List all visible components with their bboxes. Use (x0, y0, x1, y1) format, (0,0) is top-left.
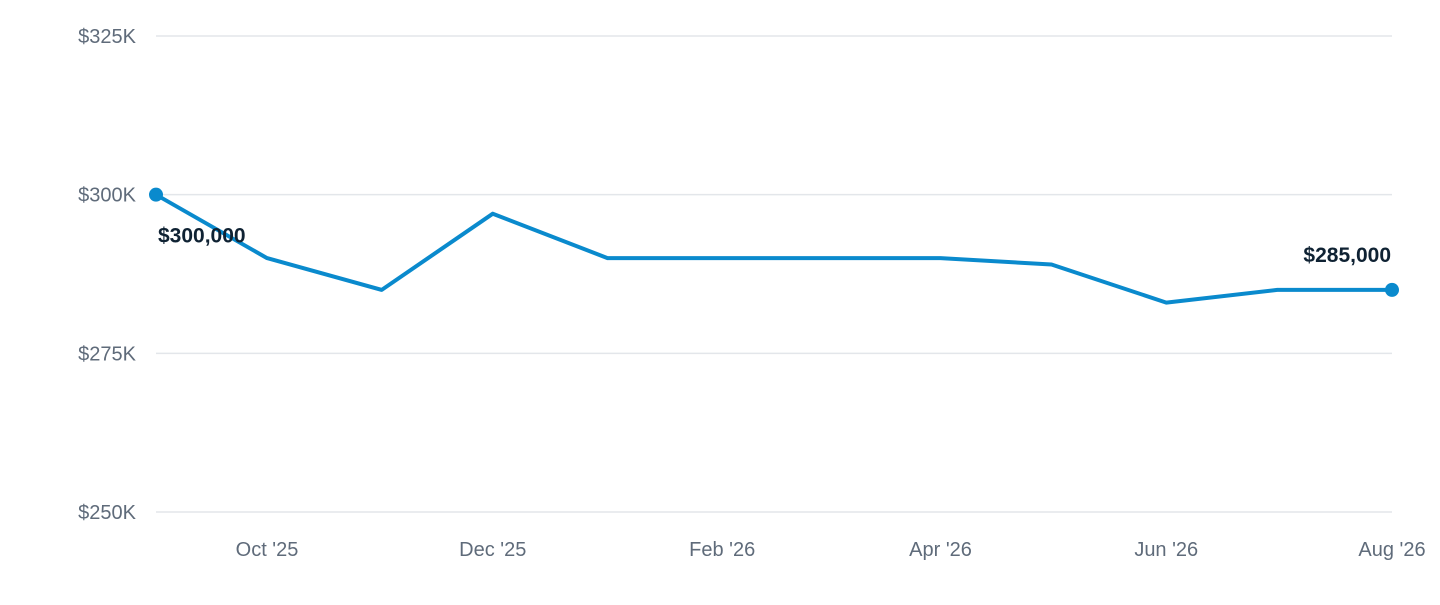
data-label: $285,000 (1303, 244, 1391, 267)
x-tick-label: Jun '26 (1134, 539, 1198, 561)
x-tick-label: Aug '26 (1358, 539, 1425, 561)
data-label: $300,000 (158, 225, 246, 248)
y-axis: $325K $300K $275K $250K (78, 26, 136, 524)
x-tick-label: Apr '26 (909, 539, 972, 561)
series-layer (154, 192, 1394, 305)
data-point-marker[interactable] (149, 187, 163, 202)
x-tick-label: Oct '25 (236, 539, 299, 561)
y-tick-label: $250K (78, 502, 136, 524)
x-axis: Oct '25 Dec '25 Feb '26 Apr '26 Jun '26 Aug '… (236, 539, 1426, 561)
x-tick-label: Dec '25 (459, 539, 526, 561)
marker-layer (149, 187, 1399, 297)
data-point-marker[interactable] (1385, 282, 1399, 297)
data-label-layer: $300,000 $285,000 (158, 225, 1391, 267)
y-tick-label: $300K (78, 185, 136, 207)
x-tick-label: Feb '26 (689, 539, 755, 561)
y-tick-label: $275K (78, 343, 136, 365)
y-tick-label: $325K (78, 26, 136, 48)
grid-layer (156, 35, 1392, 513)
series-line (154, 192, 1394, 305)
